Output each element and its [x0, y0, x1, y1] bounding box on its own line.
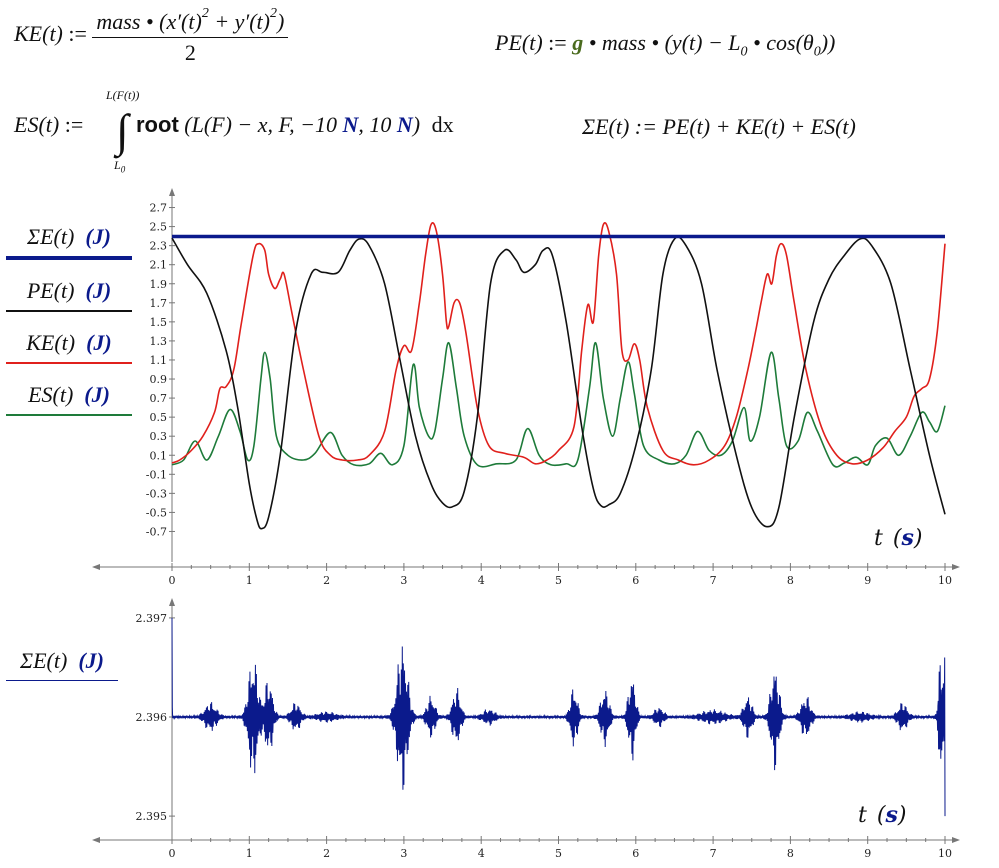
- bottom-x-tick-label: 6: [632, 847, 639, 860]
- differential: dx: [431, 112, 454, 137]
- gravity-constant: g: [572, 30, 584, 55]
- bottom-x-tick-label: 4: [478, 847, 485, 860]
- es-definition: ES(t) :=: [14, 112, 83, 138]
- legend-kinetic-energy: KE(t) (J): [6, 330, 132, 364]
- top-y-tick-label: 1.3: [150, 335, 168, 348]
- top-y-tick-label: 2.3: [150, 240, 168, 253]
- x-axis-label-bottom: t (s): [858, 802, 906, 828]
- legend-swatch-elastic: [6, 414, 132, 416]
- ke-definition: KE(t) := mass • (x′(t)2 + y′(t)2) 2: [14, 6, 289, 66]
- top-x-tick-label: 8: [787, 574, 794, 587]
- bottom-x-tick-label: 5: [555, 847, 562, 860]
- top-y-tick-label: 0.3: [150, 430, 168, 443]
- top-x-tick-label: 4: [478, 574, 485, 587]
- top-x-tick-label: 6: [632, 574, 639, 587]
- es-lhs: ES(t): [14, 112, 60, 137]
- series-line-elastic-energy: [171, 341, 946, 468]
- ke-fraction: mass • (x′(t)2 + y′(t)2) 2: [92, 6, 289, 66]
- top-y-axis-arrow: [169, 188, 175, 196]
- x-axis-label-top: t (s): [874, 525, 922, 551]
- top-y-tick-label: 2.1: [150, 259, 168, 272]
- top-x-tick-label: 10: [938, 574, 952, 587]
- top-y-tick-label: 1.1: [150, 354, 168, 367]
- unit-newton-a: N: [342, 112, 359, 137]
- ke-numerator: mass • (x′(t)2 + y′(t)2): [92, 6, 289, 38]
- series-line-potential-energy: [171, 236, 946, 530]
- integral-upper-limit: L(F(t)): [106, 88, 140, 102]
- top-y-tick-label: 0.5: [150, 411, 168, 424]
- bottom-y-axis-arrow: [169, 598, 175, 606]
- top-x-tick-label: 0: [169, 574, 176, 587]
- top-y-tick-label: 1.9: [150, 278, 168, 291]
- integral-sign: ∫: [116, 105, 129, 156]
- series-line-kinetic-energy: [171, 222, 946, 466]
- top-y-tick-label: -0.1: [146, 468, 167, 481]
- bottom-x-tick-label: 10: [938, 847, 952, 860]
- top-y-tick-label: 0.1: [150, 449, 168, 462]
- legend-potential-energy: PE(t) (J): [6, 278, 132, 312]
- legend-swatch-total-zoom: [6, 680, 118, 681]
- top-x-axis-arrow-left: [92, 564, 100, 570]
- legend-swatch-total: [6, 256, 132, 260]
- total-energy-zoom-plot: 0 1 2 3 4 5 6 7 8 9 10 2.395 2.396 2.397: [92, 598, 960, 860]
- top-x-tick-label: 1: [246, 574, 253, 587]
- ke-assign: :=: [68, 21, 87, 47]
- bottom-x-axis-arrow-right: [952, 837, 960, 843]
- top-y-tick-label: -0.7: [146, 525, 167, 538]
- top-y-tick-label: 2.5: [150, 221, 168, 234]
- bottom-x-tick-label: 2: [323, 847, 330, 860]
- top-y-tick-label: 0.7: [150, 392, 168, 405]
- top-x-tick-label: 5: [555, 574, 562, 587]
- top-x-tick-label: 2: [323, 574, 330, 587]
- bottom-y-tick-label: 2.395: [136, 810, 168, 823]
- sum-definition: ΣE(t) := PE(t) + KE(t) + ES(t): [582, 114, 856, 139]
- bottom-x-tick-label: 9: [864, 847, 871, 860]
- legend-swatch-kinetic: [6, 362, 132, 364]
- legend-total-energy: ΣE(t) (J): [6, 224, 132, 260]
- legend-total-energy-zoom: ΣE(t) (J): [6, 648, 118, 681]
- legend-swatch-potential: [6, 310, 132, 312]
- top-x-axis-arrow-right: [952, 564, 960, 570]
- top-x-tick-label: 3: [400, 574, 407, 587]
- top-x-tick-label: 7: [710, 574, 717, 587]
- integral-lower-limit: L0: [114, 158, 126, 175]
- top-y-tick-label: -0.3: [146, 487, 167, 500]
- top-y-tick-label: 1.7: [150, 297, 168, 310]
- bottom-x-tick-label: 1: [246, 847, 253, 860]
- ke-denominator: 2: [184, 40, 196, 65]
- bottom-y-tick-label: 2.397: [136, 612, 168, 625]
- series-line-total-energy-zoom: [171, 617, 946, 817]
- top-y-tick-label: 2.7: [150, 202, 168, 215]
- top-x-tick-label: 9: [864, 574, 871, 587]
- bottom-x-tick-label: 0: [169, 847, 176, 860]
- energy-plot: 0 1 2 3 4 5 6 7 8 9 10 -0.7 -0.5 -0.3 -0.1 0.1 0.3 0.5 0.7…: [92, 188, 960, 587]
- ke-lhs: KE(t): [14, 21, 63, 47]
- pe-definition: PE(t) := g • mass • (y(t) − L0 • cos(θ0)…: [495, 30, 836, 60]
- bottom-y-tick-label: 2.396: [136, 711, 168, 724]
- es-integrand: root (L(F) − x, F, −10 N, 10 N) dx: [136, 112, 454, 137]
- top-y-tick-label: -0.5: [146, 506, 167, 519]
- bottom-x-tick-label: 7: [710, 847, 717, 860]
- bottom-x-tick-label: 8: [787, 847, 794, 860]
- top-y-tick-label: 0.9: [150, 373, 168, 386]
- legend-elastic-energy: ES(t) (J): [6, 382, 132, 416]
- unit-newton-b: N: [396, 112, 413, 137]
- top-y-tick-label: 1.5: [150, 316, 168, 329]
- pe-lhs: PE(t): [495, 30, 543, 55]
- es-assign: :=: [64, 112, 84, 137]
- bottom-x-axis-arrow-left: [92, 837, 100, 843]
- pe-assign: :=: [548, 30, 567, 55]
- root-function: root: [136, 112, 179, 137]
- bottom-x-tick-label: 3: [400, 847, 407, 860]
